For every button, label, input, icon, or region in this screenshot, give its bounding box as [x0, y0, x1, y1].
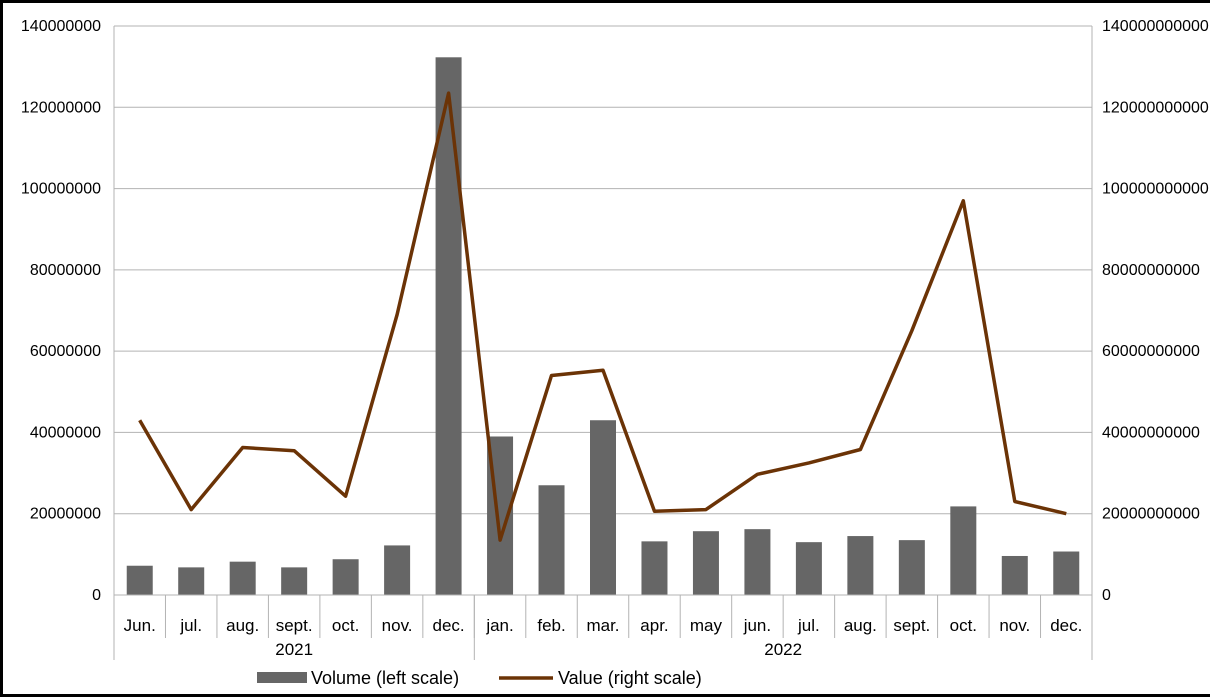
category-label: dec.: [1050, 616, 1082, 635]
right-tick-label: 0: [1102, 587, 1111, 604]
volume-bar: [744, 529, 771, 595]
left-tick-label: 120000000: [21, 99, 101, 116]
right-tick-label: 120000000000: [1102, 99, 1209, 116]
right-tick-label: 80000000000: [1102, 262, 1200, 279]
category-label: nov.: [382, 616, 413, 635]
category-label: apr.: [640, 616, 668, 635]
left-tick-label: 40000000: [30, 424, 101, 441]
left-tick-label: 0: [92, 587, 101, 604]
value-line: [138, 91, 1067, 542]
category-label: oct.: [332, 616, 359, 635]
value-line-path: [138, 91, 1067, 542]
volume-bar: [1001, 555, 1028, 595]
category-label: jan.: [485, 616, 513, 635]
right-tick-label: 60000000000: [1102, 343, 1200, 360]
volume-bar: [384, 545, 411, 595]
category-label: mar.: [586, 616, 619, 635]
volume-bar: [590, 420, 616, 595]
category-label: aug.: [226, 616, 259, 635]
left-tick-label: 100000000: [21, 181, 101, 198]
legend-label-volume: Volume (left scale): [311, 668, 459, 688]
category-label: jul.: [179, 616, 202, 635]
category-label: nov.: [999, 616, 1030, 635]
category-label: jun.: [743, 616, 771, 635]
category-label: dec.: [433, 616, 465, 635]
volume-bar: [332, 559, 359, 595]
left-tick-label: 80000000: [30, 262, 101, 279]
volume-bar: [126, 565, 153, 595]
right-tick-label: 100000000000: [1102, 181, 1209, 198]
volume-bar: [898, 540, 925, 595]
right-axis-ticks: 0 20000000000 40000000000 60000000000 800000…: [1102, 18, 1209, 604]
volume-bar: [435, 57, 462, 596]
legend-label-value: Value (right scale): [558, 668, 702, 688]
category-label: jul.: [797, 616, 820, 635]
legend-swatch-volume: [257, 672, 307, 683]
left-tick-label: 140000000: [21, 18, 101, 35]
category-label: aug.: [844, 616, 877, 635]
volume-bars: [126, 57, 1080, 596]
volume-bar: [281, 567, 308, 595]
category-label: sept.: [893, 616, 930, 635]
volume-bar: [641, 541, 668, 595]
left-axis-ticks: 0 20000000 40000000 60000000 80000000 1000000…: [21, 18, 101, 604]
axes: [113, 26, 1093, 660]
right-tick-label: 40000000000: [1102, 424, 1200, 441]
volume-bar: [950, 506, 977, 595]
volume-bar: [229, 561, 256, 595]
group-label: 2021: [275, 640, 313, 659]
volume-bar: [795, 542, 822, 595]
chart-svg: 0 20000000 40000000 60000000 80000000 1000000…: [21, 18, 1209, 688]
left-tick-label: 60000000: [30, 343, 101, 360]
category-label: sept.: [276, 616, 313, 635]
group-label: 2022: [764, 640, 802, 659]
volume-bar: [538, 485, 565, 595]
volume-bar: [847, 536, 874, 595]
category-label: feb.: [537, 616, 565, 635]
legend: Volume (left scale) Value (right scale): [257, 668, 702, 688]
category-label: may: [690, 616, 723, 635]
category-label: Jun.: [124, 616, 156, 635]
left-tick-label: 20000000: [30, 506, 101, 523]
right-tick-label: 20000000000: [1102, 506, 1200, 523]
category-label: oct.: [950, 616, 977, 635]
volume-bar: [1053, 551, 1080, 595]
volume-bar: [692, 531, 719, 595]
volume-bar: [178, 567, 205, 595]
gridlines: [114, 25, 1092, 515]
category-axis: Jun. jul. aug. sept. oct. nov. dec. jan. feb. mar…: [124, 595, 1082, 660]
right-tick-label: 140000000000: [1102, 18, 1209, 35]
